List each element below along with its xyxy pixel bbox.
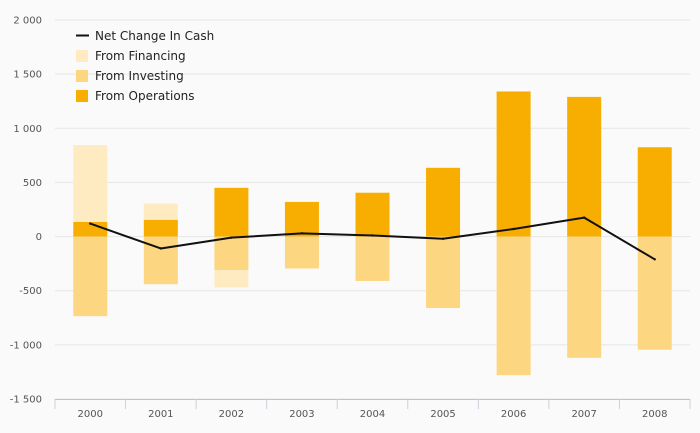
- x-tick-label: 2002: [219, 409, 244, 420]
- bar-from-financing-2000[interactable]: [73, 145, 108, 222]
- bar-from-investing-2007[interactable]: [567, 236, 602, 358]
- x-axis: 2000 2001 2002 2003 2004 2005 2006 2007 2008: [54, 399, 691, 420]
- y-tick-label: 1 500: [13, 70, 42, 81]
- net-change-line-layer: [89, 216, 656, 261]
- net-change-point-2007: [582, 216, 586, 219]
- bar-from-financing-2001[interactable]: [143, 203, 178, 220]
- legend-label: From Investing: [95, 69, 184, 83]
- bar-from-operations-2002[interactable]: [214, 187, 249, 237]
- net-change-point-2005: [441, 237, 445, 240]
- legend-swatch: [76, 50, 88, 62]
- bar-from-investing-2000[interactable]: [73, 236, 108, 317]
- legend-item-net-change-in-cash[interactable]: Net Change In Cash: [76, 29, 214, 43]
- x-tick-label: 2006: [501, 409, 526, 420]
- legend-swatch: [76, 90, 88, 102]
- x-tick-label: 2008: [642, 409, 667, 420]
- x-tick-label: 2004: [360, 409, 385, 420]
- net-change-point-2008: [653, 258, 656, 261]
- net-change-point-2004: [371, 234, 374, 237]
- legend-item-from-operations[interactable]: From Operations: [76, 89, 195, 103]
- bar-from-investing-2008[interactable]: [637, 236, 672, 350]
- net-change-point-2000: [89, 222, 92, 225]
- y-tick-label: -500: [19, 286, 42, 297]
- bar-from-investing-2002[interactable]: [214, 236, 249, 271]
- bar-from-investing-2005[interactable]: [426, 236, 461, 309]
- bar-from-operations-2007[interactable]: [567, 96, 602, 237]
- bars-layer: [73, 91, 672, 376]
- legend-label: From Financing: [95, 49, 186, 63]
- legend-label: From Operations: [95, 89, 195, 103]
- legend[interactable]: Net Change In Cash From Financing From Inv…: [76, 29, 214, 103]
- x-tick-label: 2005: [430, 409, 455, 420]
- y-tick-label: -1 500: [10, 395, 42, 406]
- y-tick-label: 2 000: [13, 16, 42, 27]
- bar-from-operations-2008[interactable]: [637, 147, 672, 237]
- x-tick-label: 2001: [148, 409, 173, 420]
- legend-item-from-financing[interactable]: From Financing: [76, 49, 186, 63]
- legend-item-from-investing[interactable]: From Investing: [76, 69, 184, 83]
- bar-from-investing-2006[interactable]: [496, 236, 531, 376]
- net-change-point-2003: [300, 232, 304, 235]
- y-axis: 2 000 1 500 1 000 500 0 -500 -1 000 -1 500: [10, 16, 42, 406]
- bar-from-operations-2005[interactable]: [426, 167, 461, 237]
- net-change-point-2001: [159, 247, 163, 250]
- y-tick-label: 1 000: [13, 124, 42, 135]
- net-change-point-2002: [230, 236, 233, 239]
- y-tick-label: 500: [23, 178, 42, 189]
- bar-from-operations-2003[interactable]: [284, 201, 319, 237]
- bar-from-operations-2006[interactable]: [496, 91, 531, 237]
- y-tick-label: -1 000: [10, 340, 42, 351]
- y-tick-label: 0: [36, 232, 42, 243]
- bar-from-operations-2001[interactable]: [143, 219, 178, 237]
- bar-from-financing-2002[interactable]: [214, 270, 249, 288]
- bar-from-investing-2003[interactable]: [284, 236, 319, 269]
- bar-from-operations-2004[interactable]: [355, 192, 390, 237]
- x-tick-label: 2000: [78, 409, 103, 420]
- legend-swatch: [76, 70, 88, 82]
- bar-from-investing-2004[interactable]: [355, 236, 390, 281]
- legend-label: Net Change In Cash: [95, 29, 214, 43]
- x-tick-label: 2007: [571, 409, 596, 420]
- x-tick-label: 2003: [289, 409, 314, 420]
- net-change-point-2006: [512, 227, 515, 231]
